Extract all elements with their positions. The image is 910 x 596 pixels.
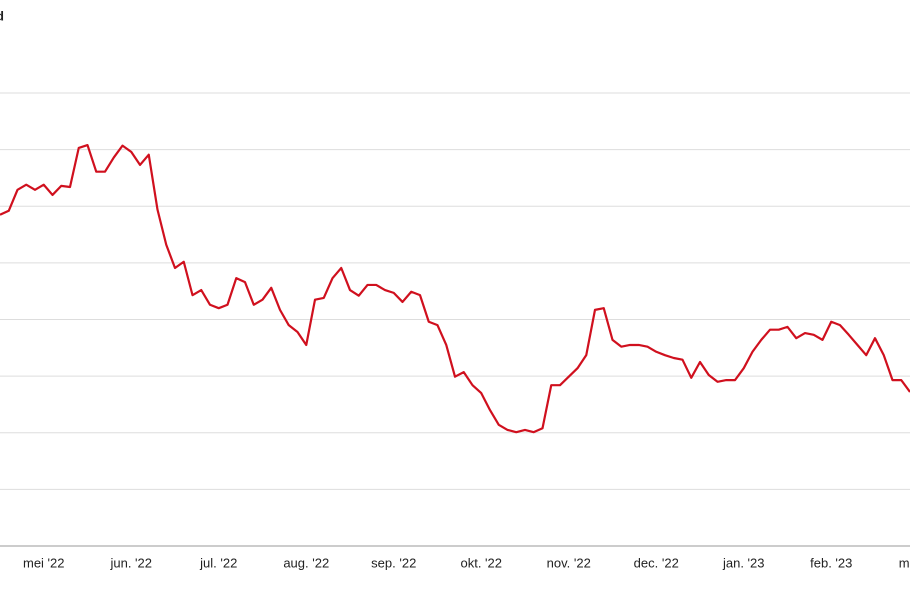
x-tick-label: okt. '22 [460, 555, 502, 570]
x-tick-label: aug. '22 [283, 555, 329, 570]
x-tick-label: jun. '22 [109, 555, 152, 570]
x-tick-label: jul. '22 [199, 555, 237, 570]
x-tick-label: mrt. [899, 555, 910, 570]
x-tick-label: feb. '23 [810, 555, 852, 570]
x-tick-label: jan. '23 [722, 555, 765, 570]
x-tick-label: mei '22 [23, 555, 65, 570]
x-tick-label: sep. '22 [371, 555, 416, 570]
chart-title: d [0, 8, 4, 23]
data-line [0, 143, 910, 434]
x-tick-label: nov. '22 [547, 555, 591, 570]
x-tick-label: dec. '22 [634, 555, 679, 570]
